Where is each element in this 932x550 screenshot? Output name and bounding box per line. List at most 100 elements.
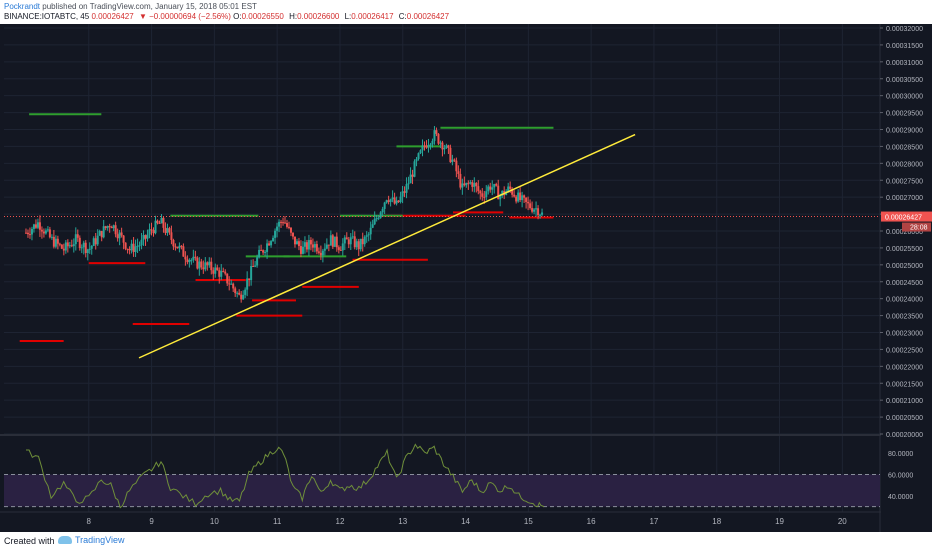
candle-body	[349, 237, 352, 245]
candle-body	[236, 292, 239, 294]
created-with-label: Created with	[4, 536, 55, 546]
candle-body	[461, 183, 464, 188]
candle-body	[190, 259, 193, 261]
candle-body	[305, 242, 308, 250]
candle-body	[148, 229, 151, 235]
candle-body	[60, 244, 63, 249]
candle-body	[331, 235, 334, 247]
candle-body	[295, 241, 298, 245]
candle-body	[329, 235, 332, 246]
candle-body	[487, 186, 490, 192]
candle-body	[46, 229, 49, 231]
candle-body	[357, 241, 360, 250]
trendline-group[interactable]	[138, 133, 636, 359]
price-tick-label: 0.00031500	[886, 43, 923, 50]
candle-body	[108, 225, 111, 227]
candle-body	[291, 232, 294, 237]
candle-body	[307, 240, 310, 250]
price-tick-label: 0.00023500	[886, 314, 923, 321]
candle-body	[30, 228, 33, 235]
price-tick-label: 0.00028500	[886, 144, 923, 151]
candle-body	[122, 235, 125, 243]
price-change: ▼ −0.00000694 (−2.56%)	[138, 12, 231, 21]
candle-body	[313, 244, 316, 248]
price-chart-svg[interactable]: 0.00032000 0.00031500 0.00031000 0.00030500…	[0, 24, 932, 532]
grid-lines	[0, 24, 932, 532]
candle-body	[465, 182, 468, 186]
candle-body	[238, 292, 241, 295]
chart-area[interactable]: 0.00032000 0.00031500 0.00031000 0.00030500…	[0, 24, 932, 532]
candle-body	[375, 218, 378, 220]
candle-body	[212, 270, 215, 274]
candle-body	[90, 245, 93, 249]
author-link[interactable]: Pockrandt	[4, 2, 41, 11]
candle-body	[172, 239, 175, 247]
candle-body	[52, 236, 55, 247]
candle-body	[335, 236, 338, 248]
candle-body	[499, 195, 502, 200]
candle-body	[144, 235, 147, 239]
candle-body	[228, 283, 231, 285]
candle-body	[234, 288, 237, 294]
candle-body	[214, 267, 217, 274]
price-tick-label: 0.00021000	[886, 398, 923, 405]
candle-body	[88, 248, 91, 250]
candle-body	[363, 236, 366, 245]
candle-body	[78, 237, 81, 248]
price-tick-label: 0.00025500	[886, 246, 923, 253]
candle-body	[301, 246, 304, 254]
last-price: 0.00026427	[91, 12, 134, 21]
candle-body	[200, 261, 203, 268]
candle-body	[280, 221, 283, 223]
candle-body	[66, 242, 69, 247]
candle-body	[188, 259, 191, 263]
candle-body	[232, 283, 235, 289]
candle-body	[96, 235, 99, 245]
candle-body	[521, 195, 524, 201]
candle-body	[248, 278, 251, 281]
candle-body	[136, 245, 139, 247]
price-axis[interactable]: 0.00032000 0.00031500 0.00031000 0.00030500…	[880, 24, 932, 532]
candle-body	[50, 236, 53, 238]
candle-body	[126, 248, 129, 250]
candle-body	[158, 222, 161, 224]
rsi-tick-label: 80.0000	[888, 451, 913, 458]
tradingview-logo[interactable]: TradingView	[58, 535, 125, 545]
symbol-label: BINANCE:IOTABTC, 45	[4, 12, 90, 21]
candle-body	[471, 182, 474, 187]
candle-body	[250, 266, 253, 281]
candle-body	[365, 235, 368, 237]
candle-body	[443, 147, 446, 150]
candle-body	[353, 236, 356, 248]
candle-body	[110, 226, 113, 229]
candle-body	[182, 246, 185, 257]
candle-body	[455, 160, 458, 172]
candle-body	[389, 199, 392, 202]
time-axis[interactable]: 8 9 10 11 12 13 14 15 16 17 18 19 20	[87, 517, 848, 526]
candle-body	[421, 145, 424, 151]
candle-body	[417, 153, 420, 160]
time-tick-label: 14	[461, 517, 470, 526]
candle-body	[270, 241, 273, 246]
candle-body	[387, 200, 390, 202]
time-tick-label: 17	[649, 517, 658, 526]
candle-body	[32, 224, 35, 229]
low-value: 0.00026417	[351, 12, 394, 21]
candle-body	[138, 245, 141, 247]
candle-body	[268, 243, 271, 246]
candle-body	[206, 262, 209, 266]
price-tick-label: 0.00029000	[886, 128, 923, 135]
candle-body	[68, 245, 71, 247]
candle-body	[226, 273, 229, 284]
candle-body	[44, 230, 47, 234]
candle-body	[92, 238, 95, 246]
candle-body	[266, 243, 269, 252]
current-price-tag	[881, 211, 932, 222]
candle-body	[276, 226, 279, 231]
time-tick-label: 20	[838, 517, 847, 526]
time-tick-label: 15	[524, 517, 533, 526]
candle-body	[242, 294, 245, 300]
candle-body	[497, 185, 500, 200]
horizontal-levels[interactable]	[4, 113, 880, 342]
candle-body	[369, 227, 372, 235]
